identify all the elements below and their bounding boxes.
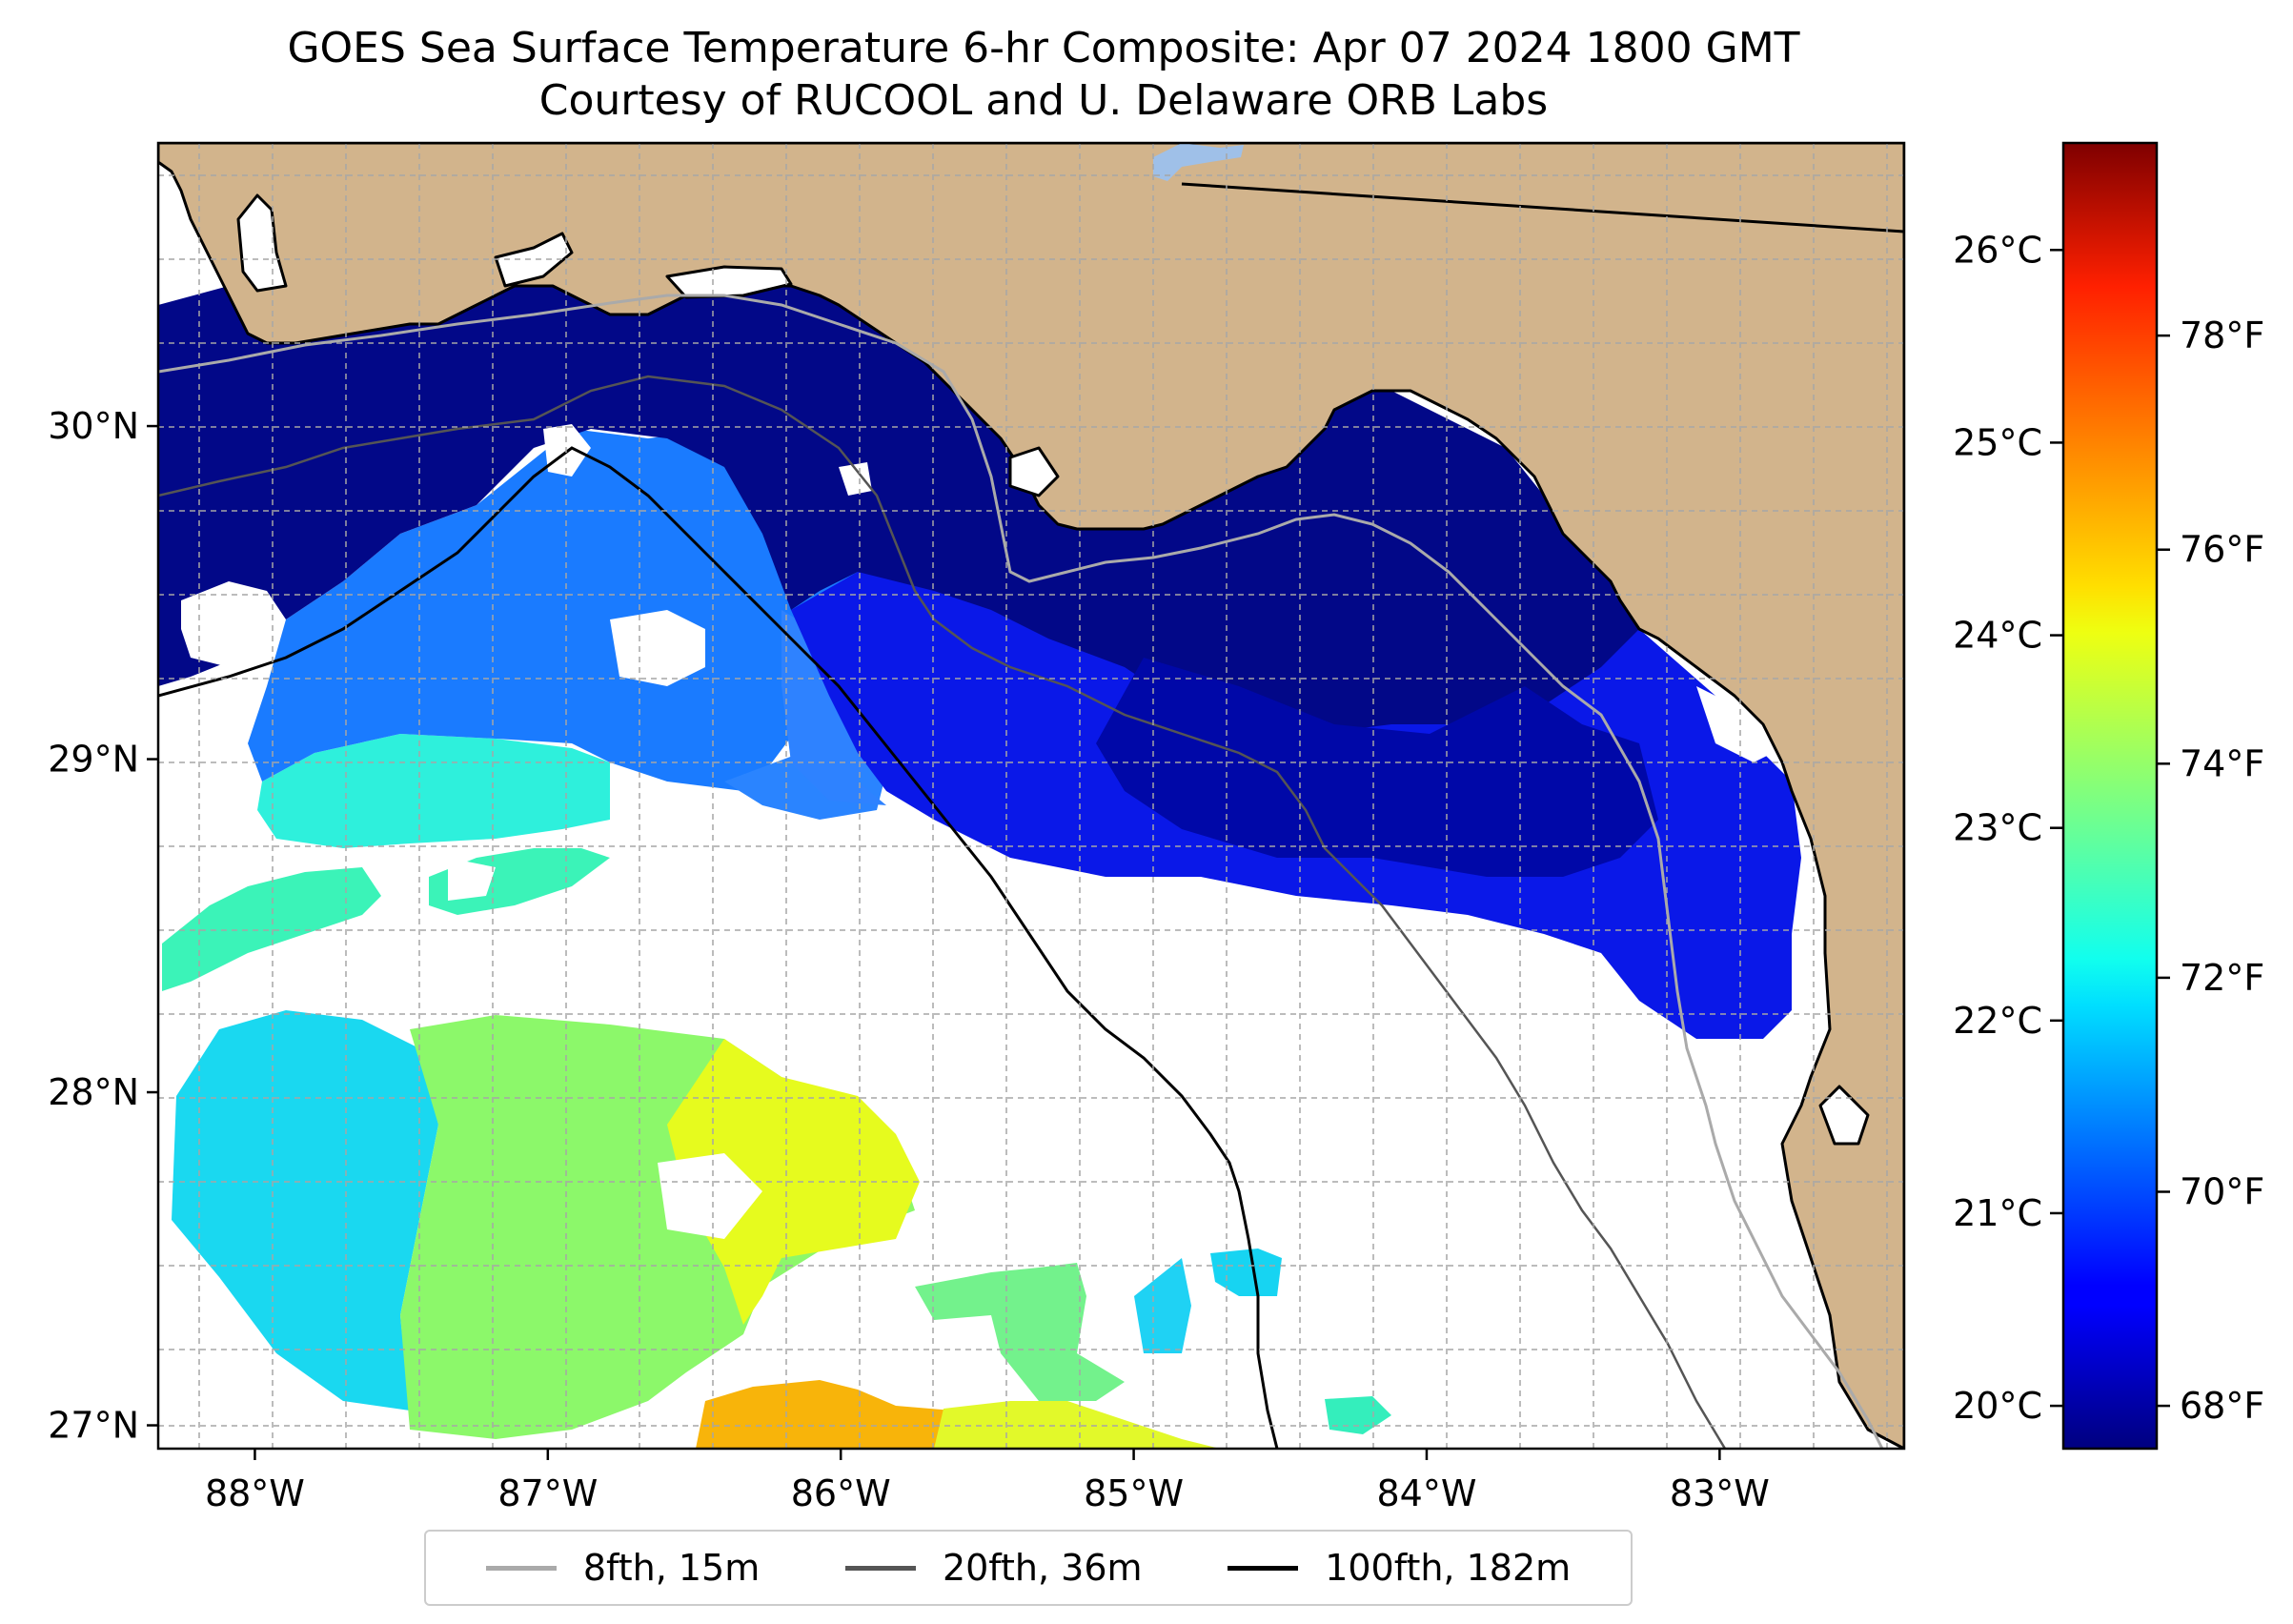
lon-tick-label: 87°W bbox=[497, 1472, 598, 1514]
apalachicola-bay-water bbox=[1008, 446, 1060, 497]
colorbar-gradient bbox=[2061, 141, 2159, 1451]
sst-patch-orange bbox=[696, 1380, 1010, 1449]
land-layer bbox=[158, 143, 1904, 1449]
legend-label-8fth: 8fth, 15m bbox=[582, 1547, 761, 1589]
lat-tick-label: 29°N bbox=[48, 739, 139, 781]
map-frame bbox=[156, 141, 1906, 1451]
cloud-mask-layer bbox=[181, 424, 1773, 1239]
celsius-tick-label: 23°C bbox=[1953, 807, 2042, 849]
fahrenheit-tick-label: 76°F bbox=[2180, 529, 2264, 571]
map-area bbox=[158, 143, 1904, 1449]
sst-patch-cyan-east bbox=[1134, 1258, 1191, 1353]
celsius-tick-label: 25°C bbox=[1953, 421, 2042, 463]
map-gridlines bbox=[158, 143, 1904, 1449]
lat-tick-label: 28°N bbox=[48, 1071, 139, 1113]
legend-swatch-8fth bbox=[485, 1565, 557, 1571]
sst-patch-yellow bbox=[667, 1039, 920, 1325]
pensacola-bay-water bbox=[494, 232, 574, 288]
lon-tick-label: 86°W bbox=[791, 1472, 891, 1514]
cloud-gap-5 bbox=[1696, 686, 1773, 762]
sst-patch-cyan-west bbox=[172, 1010, 438, 1411]
fahrenheit-tick-label: 78°F bbox=[2180, 315, 2264, 356]
sst-patch-teal-south bbox=[1325, 1396, 1391, 1434]
lat-tick-label: 30°N bbox=[48, 405, 139, 447]
legend-item-8fth: 8fth, 15m bbox=[485, 1547, 761, 1589]
legend-item-20fth: 20fth, 36m bbox=[844, 1547, 1143, 1589]
celsius-tick-label: 26°C bbox=[1953, 229, 2042, 271]
sst-patch-yellow-south bbox=[934, 1401, 1220, 1449]
legend-item-100fth: 100fth, 182m bbox=[1228, 1547, 1571, 1589]
isobath-20fth-line bbox=[158, 375, 1727, 1449]
fahrenheit-tick-label: 72°F bbox=[2180, 957, 2264, 999]
cloud-gap-3 bbox=[839, 462, 872, 496]
fahrenheit-tick-label: 70°F bbox=[2180, 1170, 2264, 1212]
cloud-gap-7 bbox=[658, 1153, 762, 1239]
celsius-tick-label: 20°C bbox=[1953, 1385, 2042, 1427]
legend-label-100fth: 100fth, 182m bbox=[1325, 1547, 1572, 1589]
celsius-tick-label: 22°C bbox=[1953, 1000, 2042, 1042]
cloud-gap-4 bbox=[610, 610, 705, 686]
celsius-tick-label: 21°C bbox=[1953, 1192, 2042, 1234]
chart-subtitle: Courtesy of RUCOOL and U. Delaware ORB L… bbox=[538, 76, 1549, 125]
sst-patch-green-east bbox=[915, 1263, 1125, 1401]
legend-swatch-20fth bbox=[844, 1565, 916, 1571]
lon-tick-label: 88°W bbox=[205, 1472, 305, 1514]
fahrenheit-tick-label: 68°F bbox=[2180, 1385, 2264, 1427]
lon-tick-label: 85°W bbox=[1084, 1472, 1184, 1514]
map-axis-ticks: 88°W 87°W 86°W 85°W 84°W 83°W 27°N 28°N 29°N 30°N bbox=[48, 405, 1770, 1514]
cloud-gap-1 bbox=[181, 581, 286, 667]
fahrenheit-tick-label: 74°F bbox=[2180, 742, 2264, 784]
sst-patch-teal-scatter1 bbox=[162, 867, 381, 991]
lon-tick-label: 84°W bbox=[1376, 1472, 1476, 1514]
legend-label-20fth: 20fth, 36m bbox=[942, 1547, 1143, 1589]
chart-title: GOES Sea Surface Temperature 6-hr Compos… bbox=[287, 24, 1800, 72]
sst-patch-cyan-east2 bbox=[1210, 1248, 1282, 1296]
choctawhatchee-bay-water bbox=[665, 265, 793, 299]
colorbar: 20°C 21°C 22°C 23°C 24°C 25°C 26°C 68°F 70°F 72°F… bbox=[1953, 141, 2264, 1451]
cloud-gap-6 bbox=[448, 858, 496, 901]
sst-patch-navy-nearshore bbox=[158, 238, 1639, 734]
state-border-line bbox=[1181, 182, 1904, 233]
celsius-tick-label: 24°C bbox=[1953, 615, 2042, 657]
sst-patch-deep-blue-shelf bbox=[1096, 658, 1658, 877]
colorbar-ticks: 20°C 21°C 22°C 23°C 24°C 25°C 26°C 68°F 70°F 72°F… bbox=[1953, 229, 2264, 1427]
isobath-100fth-line bbox=[158, 446, 1279, 1449]
northern-gulf-coast-land bbox=[158, 143, 1904, 1449]
isobath-8fth-line bbox=[158, 294, 1884, 1449]
lat-tick-label: 27°N bbox=[48, 1405, 139, 1447]
isobath-legend: 8fth, 15m 20fth, 36m 100fth, 182m bbox=[424, 1530, 1633, 1606]
lon-tick-label: 83°W bbox=[1670, 1472, 1770, 1514]
lake-seminole bbox=[1153, 143, 1244, 181]
tampa-bay-water bbox=[1818, 1085, 1870, 1146]
sst-patch-blue-plume bbox=[248, 429, 886, 791]
mobile-bay-water bbox=[236, 193, 288, 293]
legend-swatch-100fth bbox=[1228, 1565, 1299, 1571]
